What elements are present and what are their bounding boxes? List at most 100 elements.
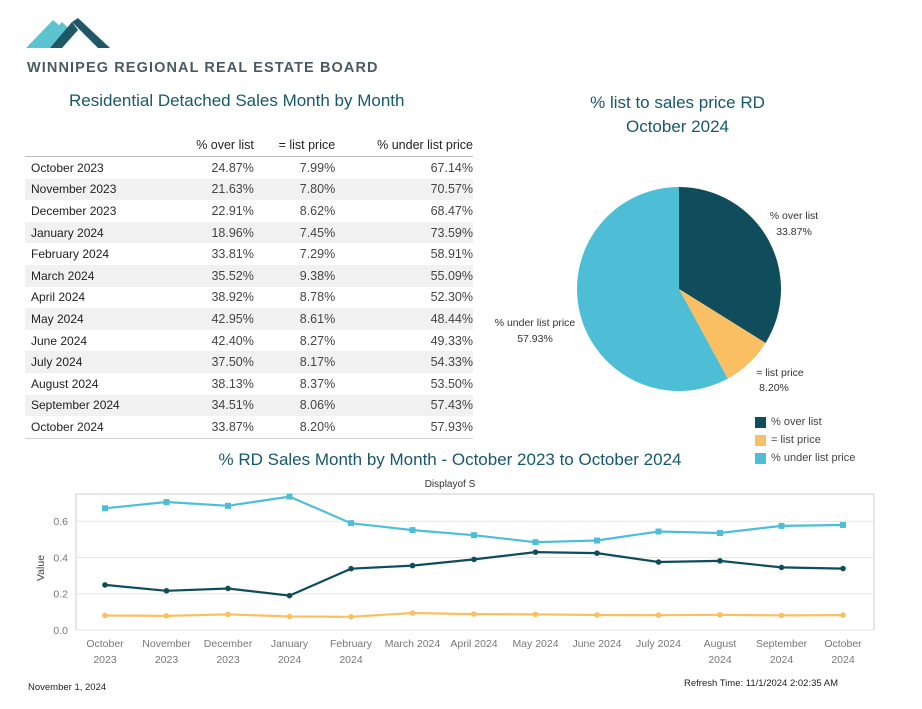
x-tick-label-year: 2024 bbox=[831, 654, 855, 666]
x-tick-label-year: 2023 bbox=[216, 654, 240, 666]
row-under-list: 49.33% bbox=[430, 333, 473, 348]
table-row: February 2024 33.81% 7.29% 58.91% bbox=[25, 243, 473, 265]
point-over bbox=[655, 559, 662, 565]
legend-label-over-list: % over list bbox=[771, 416, 822, 428]
row-over-list: 38.13% bbox=[211, 376, 254, 391]
x-tick-label: September bbox=[756, 638, 808, 650]
row-over-list: 24.87% bbox=[211, 160, 254, 175]
x-tick-label: May 2024 bbox=[512, 638, 558, 650]
header-list-price: = list price bbox=[253, 136, 336, 157]
point-under bbox=[655, 528, 662, 535]
x-tick-label: December bbox=[204, 638, 253, 650]
row-over-list: 42.95% bbox=[171, 308, 254, 330]
pie-slice-2 bbox=[577, 187, 728, 391]
point-list bbox=[348, 613, 354, 620]
header-over-list: % over list bbox=[171, 136, 254, 157]
pie-label-1: = list price bbox=[756, 367, 804, 379]
x-tick-label: October bbox=[86, 638, 124, 650]
pie-label-0: % over list bbox=[770, 210, 819, 222]
row-under-list: 48.44% bbox=[335, 308, 473, 330]
row-over-list: 38.92% bbox=[211, 290, 254, 305]
row-list-price: 7.29% bbox=[299, 247, 336, 262]
table-row: August 2024 38.13% 8.37% 53.50% bbox=[25, 373, 473, 395]
point-list bbox=[594, 612, 600, 618]
point-under bbox=[348, 520, 354, 527]
point-list bbox=[717, 612, 723, 618]
legend-label-list-price: = list price bbox=[771, 434, 821, 446]
row-under-list: 58.91% bbox=[430, 247, 473, 262]
pie-legend: % over list = list price % under list pr… bbox=[755, 413, 855, 467]
table-row: September 2024 34.51% 8.06% 57.43% bbox=[25, 394, 473, 417]
pie-chart: % over list 33.87% = list price 8.20% % unde… bbox=[495, 187, 819, 394]
legend-label-under-list: % under list price bbox=[771, 452, 856, 464]
point-over bbox=[409, 562, 416, 569]
y-axis-label: Value bbox=[35, 555, 47, 581]
row-list-price: 8.78% bbox=[299, 290, 336, 305]
point-list bbox=[655, 612, 662, 618]
row-list-price: 8.20% bbox=[253, 416, 336, 439]
point-over bbox=[532, 549, 539, 555]
row-under-list: 57.93% bbox=[335, 416, 473, 439]
table-row: January 2024 18.96% 7.45% 73.59% bbox=[25, 221, 473, 244]
point-under bbox=[163, 499, 170, 506]
table-row: October 2024 33.87% 8.20% 57.93% bbox=[25, 416, 473, 439]
row-list-price: 8.06% bbox=[253, 394, 336, 417]
point-under bbox=[471, 532, 477, 539]
row-month: May 2024 bbox=[25, 308, 171, 330]
row-over-list: 35.52% bbox=[171, 264, 254, 287]
point-under bbox=[778, 522, 785, 529]
row-month: September 2024 bbox=[25, 394, 171, 417]
y-tick-label: 0.6 bbox=[53, 516, 68, 528]
row-month: October 2024 bbox=[25, 416, 171, 439]
table-row: March 2024 35.52% 9.38% 55.09% bbox=[25, 264, 473, 287]
pie-label-2: % under list price bbox=[495, 317, 576, 329]
row-list-price: 8.61% bbox=[253, 308, 336, 330]
row-under-list: 68.47% bbox=[430, 203, 473, 218]
row-over-list: 37.50% bbox=[171, 351, 254, 373]
row-under-list: 53.50% bbox=[430, 376, 473, 391]
legend-swatch-list-price bbox=[755, 434, 766, 446]
point-list bbox=[471, 611, 477, 617]
row-over-list: 33.81% bbox=[211, 247, 254, 262]
row-list-price: 8.37% bbox=[299, 376, 336, 391]
x-tick-label-year: 2024 bbox=[708, 654, 732, 666]
row-under-list: 55.09% bbox=[335, 264, 473, 287]
point-list bbox=[102, 612, 108, 619]
row-over-list: 21.63% bbox=[171, 178, 254, 201]
x-tick-label: November bbox=[142, 638, 191, 650]
row-under-list: 70.57% bbox=[335, 178, 473, 201]
x-tick-label-year: 2024 bbox=[339, 654, 363, 666]
point-over bbox=[471, 556, 477, 563]
sales-table: % over list = list price % under list pr… bbox=[25, 136, 473, 439]
x-tick-label: October bbox=[824, 638, 862, 650]
table-row: May 2024 42.95% 8.61% 48.44% bbox=[25, 308, 473, 330]
point-over bbox=[225, 585, 231, 592]
point-over bbox=[102, 582, 108, 588]
row-month: July 2024 bbox=[25, 351, 171, 373]
point-list bbox=[286, 613, 293, 620]
row-over-list: 22.91% bbox=[211, 203, 254, 218]
row-over-list: 18.96% bbox=[171, 221, 254, 244]
row-under-list: 67.14% bbox=[430, 160, 473, 175]
point-under bbox=[102, 505, 108, 512]
point-over bbox=[163, 587, 170, 594]
footer-date: November 1, 2024 bbox=[28, 682, 107, 693]
x-tick-label: August bbox=[704, 638, 737, 650]
point-under bbox=[286, 493, 293, 500]
legend-item-under-list: % under list price bbox=[755, 449, 855, 467]
pie-title-line1: % list to sales price RD bbox=[590, 93, 765, 112]
line-chart-subtitle: Displayof S bbox=[425, 479, 476, 490]
pie-title-line2: October 2024 bbox=[625, 117, 729, 136]
wrreb-logo bbox=[26, 18, 110, 48]
table-row: November 2023 21.63% 7.80% 70.57% bbox=[25, 178, 473, 201]
row-month: August 2024 bbox=[31, 376, 99, 391]
row-month: October 2023 bbox=[31, 160, 104, 175]
line-chart-title: % RD Sales Month by Month - October 2023… bbox=[218, 450, 682, 469]
point-over bbox=[594, 550, 600, 556]
row-month: February 2024 bbox=[31, 247, 110, 262]
row-list-price: 8.17% bbox=[253, 351, 336, 373]
pie-slice-1 bbox=[679, 289, 766, 379]
point-under bbox=[840, 521, 846, 528]
x-tick-label: January bbox=[271, 638, 309, 650]
footer-refresh-time: Refresh Time: 11/1/2024 2:02:35 AM bbox=[684, 678, 839, 689]
